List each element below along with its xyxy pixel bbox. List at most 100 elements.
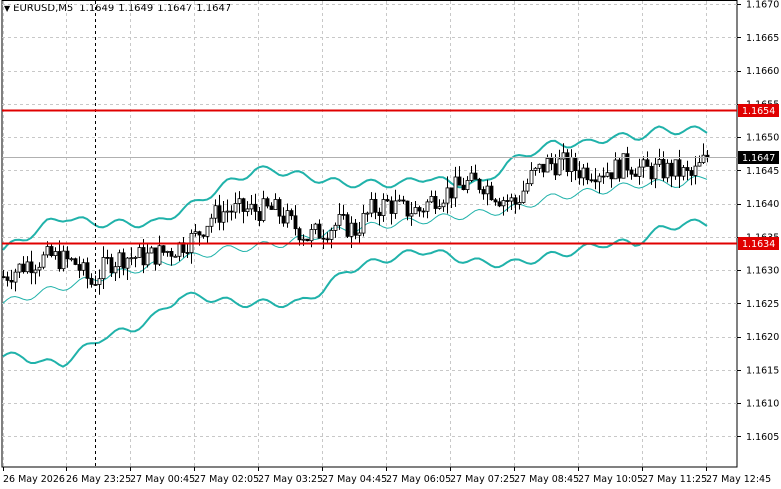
candle: [249, 195, 254, 215]
candle: [529, 162, 534, 186]
candle-body: [325, 238, 330, 241]
candle-body: [521, 190, 526, 203]
candle: [605, 162, 610, 178]
candle-body: [589, 179, 594, 182]
candle-body: [285, 210, 290, 224]
candle-body: [565, 152, 570, 173]
candle: [65, 246, 70, 268]
candle-body: [1, 276, 6, 279]
candle: [193, 224, 198, 237]
candle: [553, 154, 558, 180]
candle-body: [481, 189, 486, 195]
candle-body: [13, 271, 18, 283]
candle: [397, 194, 402, 202]
y-tick-label: 1.1640: [746, 199, 779, 210]
candle-body: [545, 157, 550, 173]
candle: [393, 189, 398, 219]
candle: [353, 219, 358, 240]
candle-body: [349, 222, 354, 237]
candle-body: [701, 154, 706, 163]
candle: [533, 167, 538, 176]
triangle-down-icon[interactable]: ▼: [4, 4, 11, 13]
candle: [633, 168, 638, 177]
x-tick-label: 26 May 23:25: [66, 474, 131, 485]
candle-body: [165, 250, 170, 253]
candle: [109, 253, 114, 277]
candle: [37, 262, 42, 277]
candle: [453, 166, 458, 207]
bollinger-bands: [2, 125, 708, 368]
candle: [273, 193, 278, 211]
candle-body: [249, 203, 254, 210]
candle: [421, 208, 426, 218]
candle-body: [25, 261, 30, 273]
candle: [417, 205, 422, 217]
candle-body: [377, 211, 382, 217]
candle: [693, 156, 698, 185]
candle-body: [429, 195, 434, 203]
candle: [673, 159, 678, 180]
candle: [665, 159, 670, 183]
candle-body: [45, 246, 50, 256]
candle: [101, 246, 106, 289]
y-tick-label: 1.1605: [746, 432, 779, 443]
candle: [157, 235, 162, 266]
candle-body: [241, 198, 246, 212]
candle: [293, 205, 298, 236]
candle-body: [425, 201, 430, 212]
candle: [517, 195, 522, 210]
candle: [169, 247, 174, 266]
candle-body: [385, 199, 390, 202]
candle-body: [213, 205, 218, 219]
candle-body: [201, 234, 206, 237]
level-label: 1.1654: [742, 106, 775, 117]
candle-body: [525, 183, 530, 192]
candle: [129, 247, 134, 266]
x-tick-label: 27 May 04:45: [322, 474, 387, 485]
candle-body: [77, 264, 82, 271]
candle-body: [457, 176, 462, 186]
candle-body: [321, 237, 326, 240]
candle-body: [421, 210, 426, 213]
candle-body: [449, 187, 454, 199]
candle: [333, 222, 338, 238]
candle-body: [537, 163, 542, 169]
candle-body: [53, 251, 58, 256]
candle: [357, 222, 362, 243]
candle: [281, 207, 286, 227]
candle-body: [465, 180, 470, 191]
candle-body: [333, 224, 338, 231]
candle-body: [381, 199, 386, 217]
candle-body: [409, 213, 414, 217]
candle: [429, 190, 434, 203]
candle: [145, 242, 150, 268]
candle: [549, 153, 554, 171]
candle-body: [553, 163, 558, 176]
close-value: 1.1647: [196, 3, 232, 14]
candle: [21, 256, 26, 274]
candle: [485, 179, 490, 206]
candle: [285, 203, 290, 228]
candle: [661, 151, 666, 182]
candle: [369, 192, 374, 218]
y-tick-label: 1.1660: [746, 66, 779, 77]
candle: [513, 194, 518, 214]
candle: [1, 269, 6, 279]
current-price-label: 1.1647: [742, 153, 775, 164]
candle-body: [669, 162, 674, 177]
candle-body: [149, 247, 154, 254]
candle: [89, 273, 94, 288]
candle-body: [345, 214, 350, 237]
x-tick-label: 27 May 12:45: [706, 474, 771, 485]
x-tick-label: 27 May 08:45: [514, 474, 579, 485]
candles: [1, 143, 710, 295]
candle: [337, 203, 342, 230]
candle-body: [17, 263, 22, 273]
candle-body: [681, 167, 686, 177]
candle-body: [689, 170, 694, 176]
candle: [685, 160, 690, 181]
candle: [573, 152, 578, 181]
candle: [385, 194, 390, 202]
candle-body: [645, 159, 650, 167]
